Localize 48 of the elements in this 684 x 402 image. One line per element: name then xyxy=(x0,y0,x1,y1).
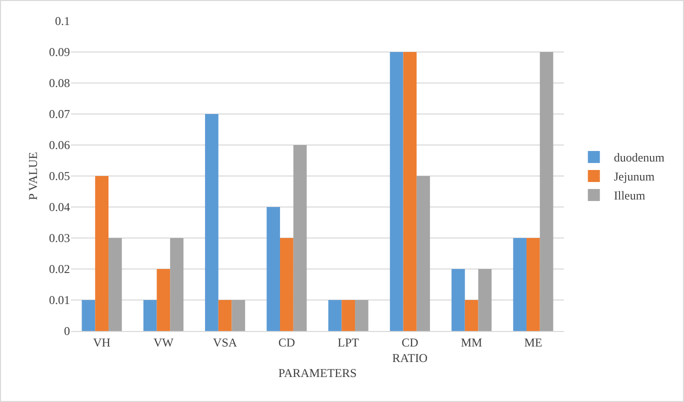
y-tick-label: 0.03 xyxy=(49,231,70,246)
x-tick-label: MM xyxy=(460,335,483,350)
y-tick-label: 0.04 xyxy=(49,200,70,214)
bar xyxy=(232,300,246,331)
bar xyxy=(464,300,478,331)
bar xyxy=(478,269,492,331)
x-tick-label: VH xyxy=(93,335,111,350)
y-tick-label: 0.06 xyxy=(49,138,70,152)
bar xyxy=(403,52,417,331)
bar xyxy=(354,300,368,331)
bar xyxy=(143,300,157,331)
y-tick-label: 0.1 xyxy=(55,14,70,28)
y-axis-title: P VALUE xyxy=(26,152,40,200)
x-tick-label: VSA xyxy=(213,335,238,350)
y-tick-label: 0.02 xyxy=(49,262,70,276)
x-tick-label: CD xyxy=(278,335,296,350)
bar xyxy=(526,238,540,331)
x-tick-label: VW xyxy=(153,335,174,350)
legend-label: Illeum xyxy=(614,188,646,203)
y-tick-label: 0.05 xyxy=(49,169,70,184)
bar xyxy=(82,300,96,331)
legend-label: duodenum xyxy=(614,150,666,165)
bar xyxy=(266,207,280,331)
bar xyxy=(342,300,355,331)
y-tick-label: 0.01 xyxy=(49,293,70,308)
bar xyxy=(328,300,342,331)
bar xyxy=(218,300,232,331)
y-tick-label: 0.07 xyxy=(49,107,70,122)
bar xyxy=(156,269,170,331)
bar xyxy=(513,238,527,331)
y-tick-label: 0 xyxy=(64,324,70,338)
bar xyxy=(452,269,465,331)
bar xyxy=(540,52,554,331)
bar xyxy=(390,52,404,331)
y-tick-label: 0.08 xyxy=(49,76,70,90)
y-tick-label: 0.09 xyxy=(49,45,70,60)
bar xyxy=(416,176,430,331)
bar xyxy=(293,145,307,331)
bar xyxy=(170,238,184,331)
bar xyxy=(95,176,108,331)
bar xyxy=(205,114,218,331)
x-tick-label: CD RATIO xyxy=(392,335,428,365)
bar xyxy=(280,238,294,331)
x-tick-label: LPT xyxy=(338,335,360,350)
bar xyxy=(108,238,122,331)
x-tick-label: ME xyxy=(524,335,542,350)
x-axis-title: PARAMETERS xyxy=(278,366,357,380)
legend-label: Jejunum xyxy=(614,170,656,184)
